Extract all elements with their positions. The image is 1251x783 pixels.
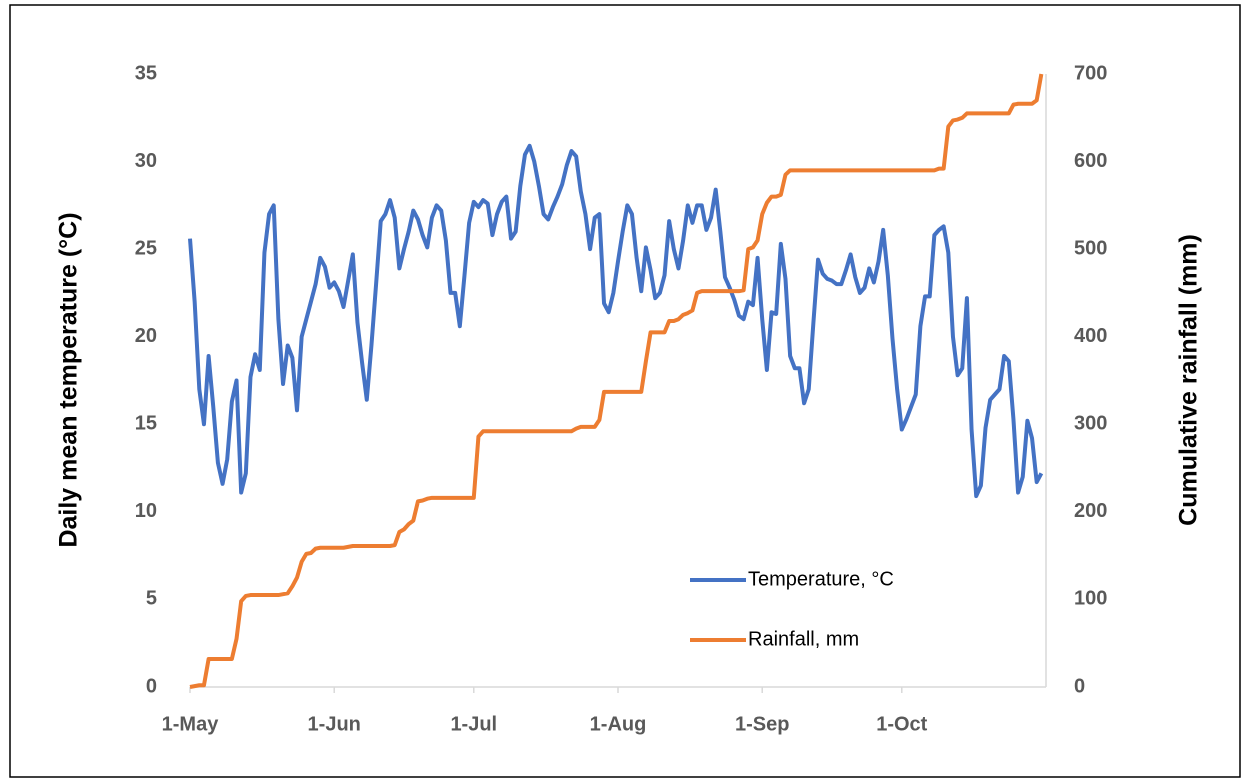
y2-tick-label: 500: [1074, 237, 1107, 259]
legend-label: Rainfall, mm: [748, 628, 859, 650]
y-tick-label: 30: [135, 150, 157, 172]
y-tick-label: 20: [135, 325, 157, 347]
y2-tick-label: 400: [1074, 325, 1107, 347]
x-tick-label: 1-Jun: [308, 713, 361, 735]
y-tick-label: 25: [135, 237, 157, 259]
x-tick-label: 1-Oct: [876, 713, 927, 735]
y2-tick-label: 300: [1074, 413, 1107, 435]
y2-axis-title: Cumulative rainfall (mm): [1175, 234, 1203, 526]
y-axis-title: Daily mean temperature (°C): [55, 212, 83, 547]
x-tick-label: 1-Aug: [590, 713, 647, 735]
y-tick-label: 35: [135, 62, 157, 84]
y-tick-label: 10: [135, 500, 157, 522]
data-line: [189, 73, 1044, 689]
y2-tick-label: 100: [1074, 588, 1107, 610]
y-tick-label: 0: [146, 675, 157, 697]
x-tick-label: 1-May: [162, 713, 220, 735]
y-tick-label: 15: [135, 413, 157, 435]
y-tick-label: 5: [146, 588, 157, 610]
y2-tick-label: 200: [1074, 500, 1107, 522]
x-tick-label: 1-Sep: [735, 713, 789, 735]
legend-label: Temperature, °C: [748, 568, 894, 590]
y2-tick-label: 0: [1074, 675, 1085, 697]
x-tick-label: 1-Jul: [450, 713, 497, 735]
y2-tick-label: 600: [1074, 150, 1107, 172]
data-line: [188, 143, 1044, 499]
y2-tick-label: 700: [1074, 62, 1107, 84]
